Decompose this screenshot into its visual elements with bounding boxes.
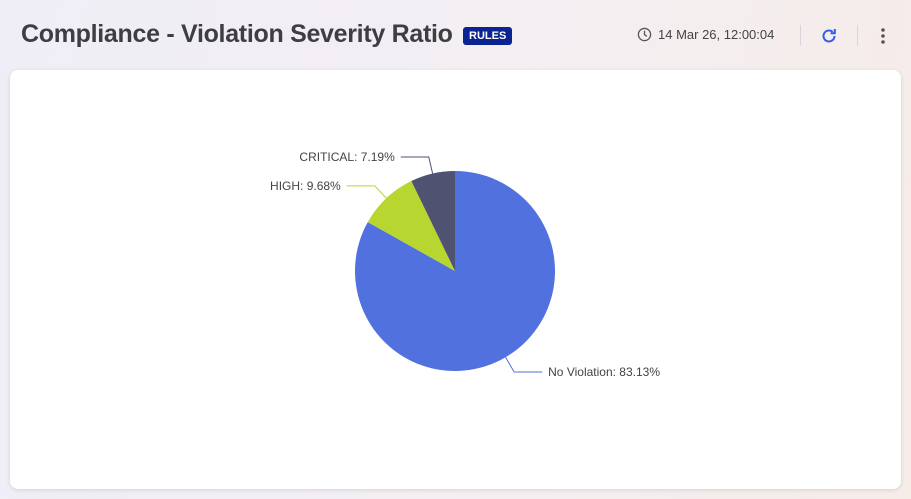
pie-slice-high[interactable] xyxy=(367,181,455,271)
pie-chart: No Violation: 83.13% HIGH: 9.68% CRITICAL:… xyxy=(270,150,660,379)
clock-icon xyxy=(637,27,652,42)
refresh-icon[interactable] xyxy=(819,26,839,46)
chart-card: No Violation: 83.13% HIGH: 9.68% CRITICAL:… xyxy=(10,70,901,489)
label-line xyxy=(505,357,543,373)
rules-badge: RULES xyxy=(463,27,513,45)
pie-slice-critical[interactable] xyxy=(411,171,455,271)
slice-label: CRITICAL: 7.19% xyxy=(299,150,395,164)
last-updated: 14 Mar 26, 12:00:04 xyxy=(637,27,774,42)
label-line xyxy=(346,185,387,199)
widget-title: Compliance - Violation Severity Ratio xyxy=(21,20,453,48)
pie-slice-no-violation[interactable] xyxy=(355,171,556,372)
slice-label: HIGH: 9.68% xyxy=(270,179,341,193)
more-vertical-icon[interactable] xyxy=(876,26,890,46)
slice-label: No Violation: 83.13% xyxy=(548,365,660,379)
divider xyxy=(857,25,858,46)
divider xyxy=(800,25,801,46)
timestamp: 14 Mar 26, 12:00:04 xyxy=(658,27,775,42)
widget-header: Compliance - Violation Severity Ratio RU… xyxy=(0,0,911,70)
label-line xyxy=(400,156,434,174)
